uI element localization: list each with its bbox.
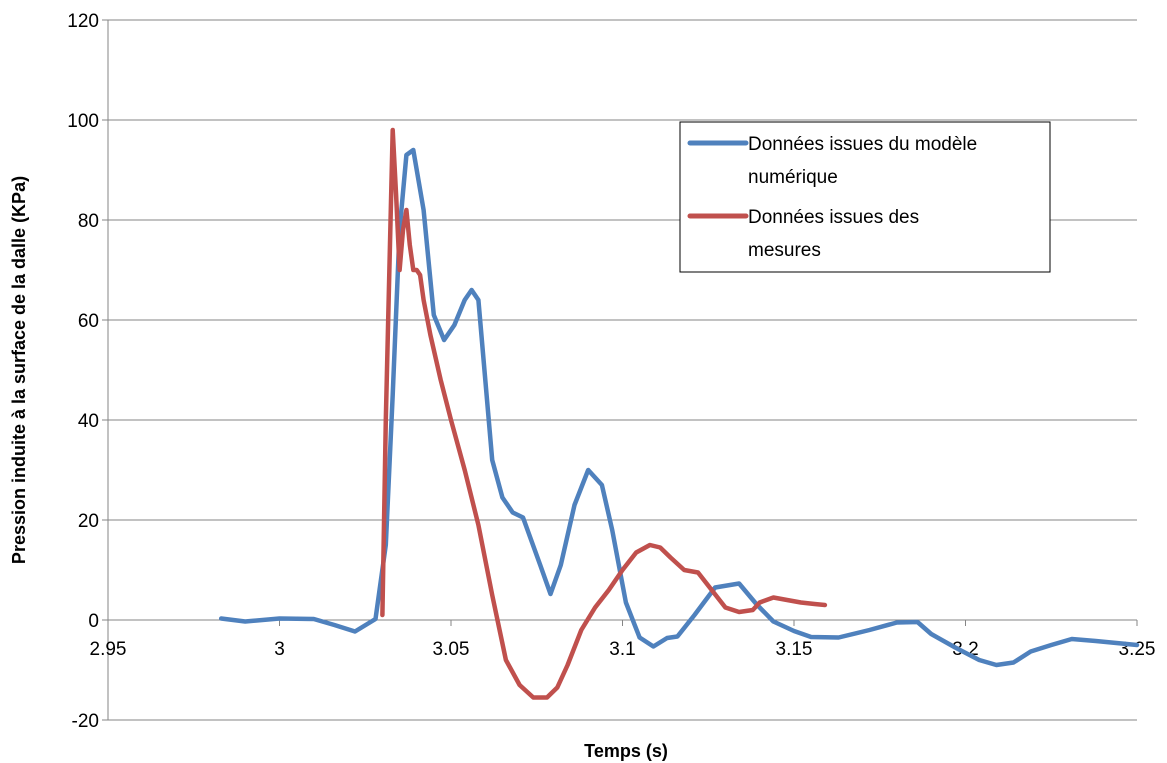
legend-label-measures-line2: mesures — [748, 240, 821, 261]
y-axis-title: Pression induite à la surface de la dall… — [9, 176, 29, 564]
y-tick-label: 80 — [78, 211, 99, 232]
series-line-measures — [380, 127, 828, 700]
x-tick-label: 3.15 — [776, 639, 813, 660]
legend-label-measures-line1: Données issues des — [748, 207, 919, 228]
x-tick-label: 3.05 — [433, 639, 470, 660]
legend-box — [679, 121, 1051, 273]
y-tick-label: -20 — [72, 711, 99, 732]
y-tick-label: 60 — [78, 311, 99, 332]
x-axis-title: Temps (s) — [584, 741, 668, 761]
y-tick-label: 100 — [67, 111, 99, 132]
legend-label-model-line1: Données issues du modèle — [748, 134, 977, 155]
x-tick-labels: 2.95 3 3.05 3.1 3.15 3.2 3.25 — [90, 639, 1156, 660]
y-tick-label: 20 — [78, 511, 99, 532]
x-tick-label: 3 — [274, 639, 285, 660]
series-lines — [218, 127, 1140, 700]
y-tick-labels: -20 0 20 40 60 80 100 120 — [67, 11, 99, 732]
y-tick-label: 120 — [67, 11, 99, 32]
legend: Données issues du modèle numérique Donné… — [679, 121, 1051, 273]
y-tick-label: 40 — [78, 411, 99, 432]
y-tick-label: 0 — [88, 611, 99, 632]
legend-label-model-line2: numérique — [748, 167, 838, 188]
x-tick-label: 3.1 — [609, 639, 635, 660]
x-tick-label: 2.95 — [90, 639, 127, 660]
series-line-model — [218, 147, 1140, 668]
